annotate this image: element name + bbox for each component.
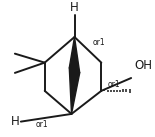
- Text: or1: or1: [107, 80, 120, 89]
- Text: H: H: [11, 115, 19, 128]
- Text: or1: or1: [35, 120, 48, 129]
- Polygon shape: [69, 68, 80, 114]
- Text: or1: or1: [92, 38, 105, 47]
- Text: H: H: [70, 1, 79, 14]
- Text: OH: OH: [134, 59, 152, 72]
- Polygon shape: [69, 37, 80, 73]
